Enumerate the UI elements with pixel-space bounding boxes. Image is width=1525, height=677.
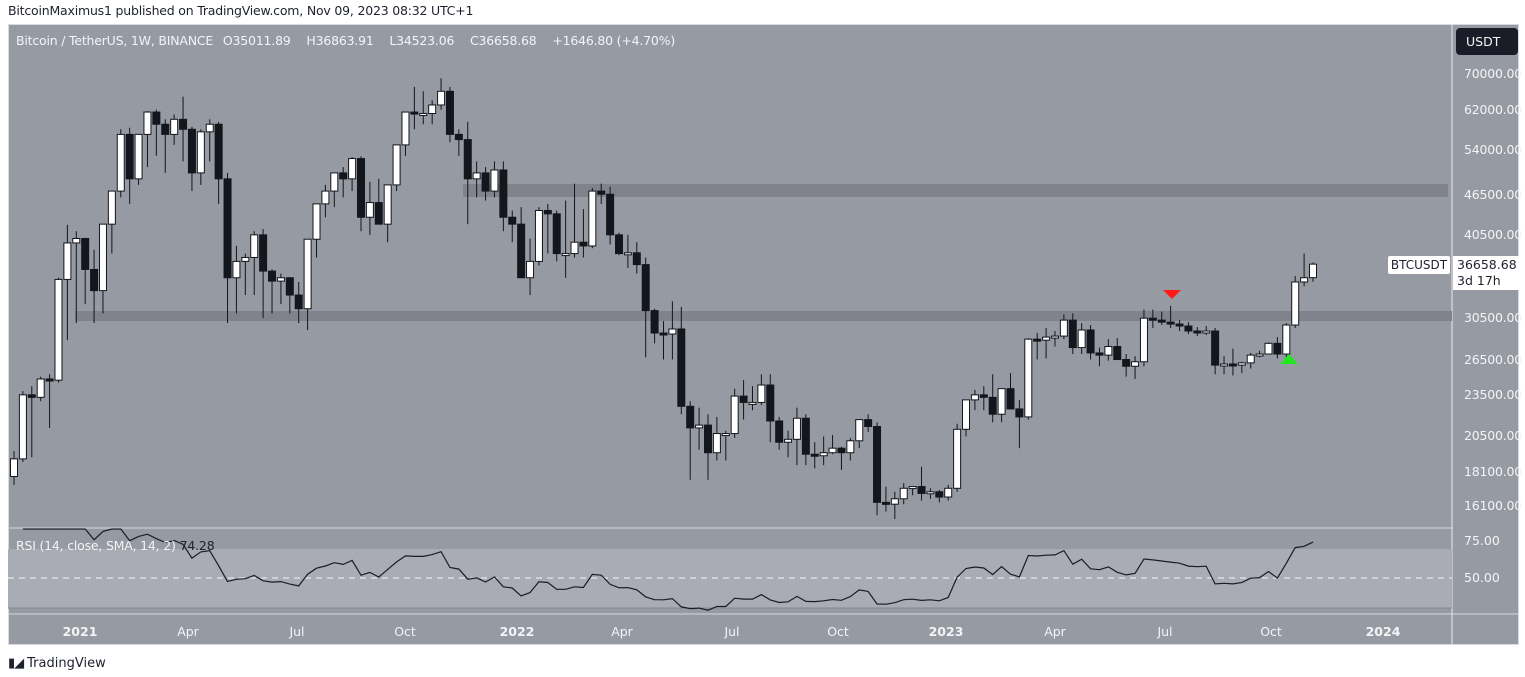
bullish-triangle-icon (1280, 354, 1298, 364)
ohlc-legend: Bitcoin / TetherUS, 1W, BINANCE O35011.8… (16, 33, 676, 48)
time-tick: Apr (1044, 624, 1066, 639)
close-value: 36658.68 (478, 33, 537, 48)
symbol-price-label: BTCUSDT (1388, 256, 1450, 274)
time-tick: Oct (1260, 624, 1282, 639)
price-tick: 23500.00 (1464, 387, 1523, 402)
price-tick: 26500.00 (1464, 352, 1523, 367)
candlestick-series (10, 78, 1317, 520)
price-tick: 62000.00 (1464, 102, 1523, 117)
time-tick: 2021 (62, 624, 98, 639)
publisher-caption: BitcoinMaximus1 published on TradingView… (8, 3, 474, 18)
price-tick: 20500.00 (1464, 428, 1523, 443)
bar-countdown: 3d 17h (1457, 273, 1501, 288)
change-value: +1646.80 (+4.70%) (552, 33, 676, 48)
price-tick: 18100.00 (1464, 464, 1523, 479)
time-tick: Jul (1157, 624, 1173, 639)
chart-frame[interactable] (8, 24, 1519, 645)
price-tick: 16100.00 (1464, 498, 1523, 513)
price-tick: 30500.00 (1464, 310, 1523, 325)
rsi-legend[interactable]: RSI (14, close, SMA, 14, 2) 74.28 (16, 538, 215, 553)
rsi-title: RSI (14, close, SMA, 14, 2) (16, 538, 176, 553)
rsi-value: 74.28 (179, 538, 215, 553)
time-tick: Apr (611, 624, 633, 639)
bearish-triangle-icon (1163, 290, 1181, 299)
last-price: 36658.68 (1457, 257, 1517, 272)
low-value: 34523.06 (396, 33, 455, 48)
rsi-tick: 50.00 (1464, 570, 1500, 585)
symbol-title[interactable]: Bitcoin / TetherUS, 1W, BINANCE (16, 33, 214, 48)
rsi-band (8, 549, 1452, 608)
time-tick: Jul (289, 624, 305, 639)
price-tick: 46500.00 (1464, 187, 1523, 202)
tradingview-brand: TradingView (27, 656, 106, 671)
time-tick: Apr (177, 624, 199, 639)
time-tick: Jul (724, 624, 740, 639)
price-tick: 40500.00 (1464, 227, 1523, 242)
time-tick: 2024 (1365, 624, 1401, 639)
time-tick: Oct (394, 624, 416, 639)
price-tick: 70000.00 (1464, 66, 1523, 81)
resistance-zone-lower (75, 311, 1452, 321)
open-value: 35011.89 (232, 33, 291, 48)
time-tick: 2023 (928, 624, 964, 639)
tradingview-logo-icon: ▮◢ (8, 656, 24, 671)
tradingview-logo[interactable]: ▮◢ TradingView (8, 656, 106, 671)
last-price-tag: 36658.68 3d 17h (1453, 256, 1519, 290)
time-tick: 2022 (499, 624, 535, 639)
rsi-line (22, 528, 1314, 611)
currency-button[interactable]: USDT (1456, 28, 1518, 55)
resistance-zone-upper (463, 184, 1448, 197)
price-tick: 54000.00 (1464, 142, 1523, 157)
high-value: 36863.91 (315, 33, 374, 48)
time-tick: Oct (827, 624, 849, 639)
rsi-tick: 75.00 (1464, 533, 1500, 548)
